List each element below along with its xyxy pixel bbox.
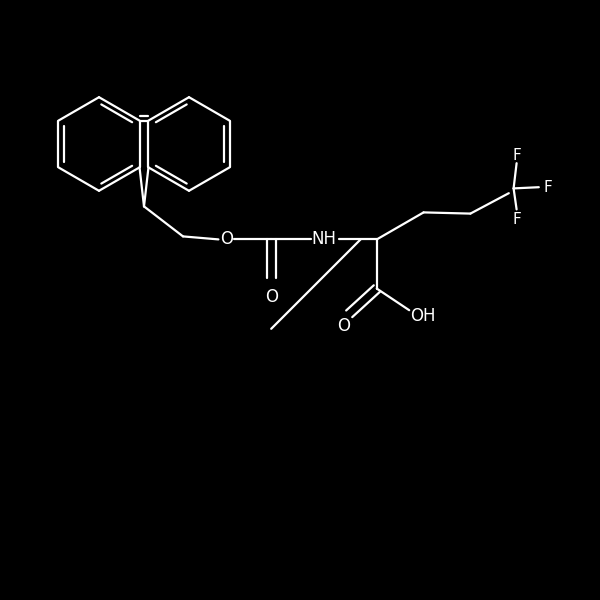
Text: NH: NH [311,230,337,248]
Text: O: O [220,230,233,248]
Text: O: O [337,317,350,335]
Text: O: O [265,288,278,306]
Text: OH: OH [410,307,435,325]
Text: F: F [512,212,521,227]
Text: F: F [512,148,521,163]
Text: F: F [544,180,552,194]
